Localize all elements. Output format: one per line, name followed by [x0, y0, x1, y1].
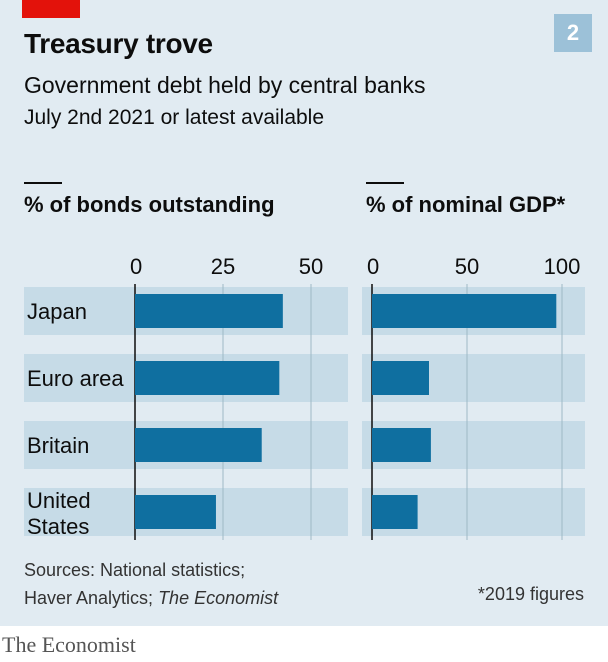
- tick-label: 50: [299, 254, 323, 279]
- category-label: United States: [27, 488, 91, 539]
- tick-label: 0: [367, 254, 379, 279]
- bar: [135, 428, 262, 462]
- sources-line-2-prefix: Haver Analytics;: [24, 588, 158, 608]
- footnote: *2019 figures: [478, 584, 584, 605]
- bar: [135, 361, 279, 395]
- bar: [372, 294, 556, 328]
- sources-line-1: Sources: National statistics;: [24, 556, 278, 584]
- tick-label: 25: [211, 254, 235, 279]
- bar: [135, 294, 283, 328]
- category-label-line: United: [27, 488, 91, 513]
- category-label: Japan: [27, 299, 87, 324]
- bar: [372, 428, 431, 462]
- sources-line-2: Haver Analytics; The Economist: [24, 584, 278, 612]
- tick-label: 100: [544, 254, 581, 279]
- sources-line-2-italic: The Economist: [158, 588, 278, 608]
- tick-label: 0: [130, 254, 142, 279]
- category-label-line: States: [27, 514, 89, 539]
- brand-wordmark: The Economist: [2, 632, 136, 658]
- category-label: Britain: [27, 433, 89, 458]
- tick-label: 50: [455, 254, 479, 279]
- sources-note: Sources: National statistics; Haver Anal…: [24, 556, 278, 612]
- bar: [372, 361, 429, 395]
- bar: [372, 495, 418, 529]
- category-label: Euro area: [27, 366, 124, 391]
- bar: [135, 495, 216, 529]
